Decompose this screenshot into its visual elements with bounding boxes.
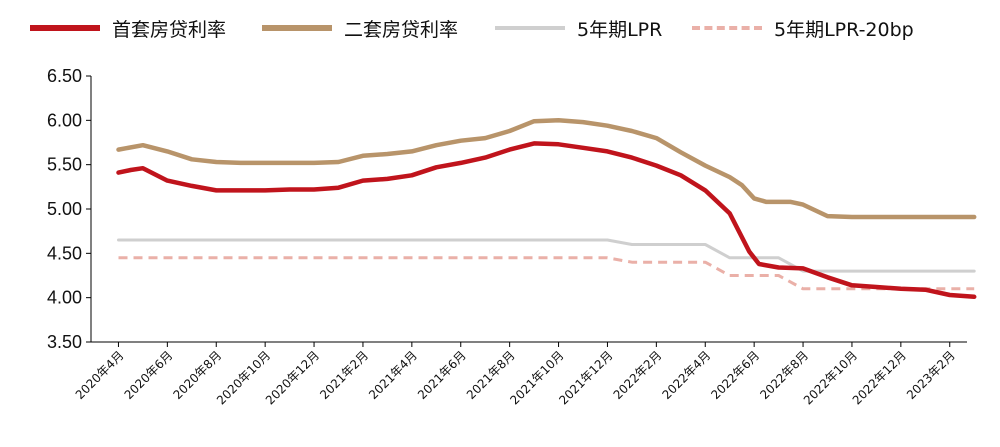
y-tick-label: 6.00 bbox=[47, 110, 82, 130]
legend-label-first-home-rate: 首套房贷利率 bbox=[112, 18, 227, 41]
y-tick-label: 6.50 bbox=[47, 66, 82, 86]
legend: 首套房贷利率 二套房贷利率 5年期LPR 5年期LPR-20bp bbox=[0, 8, 1000, 48]
y-tick-label: 3.50 bbox=[47, 332, 82, 352]
legend-swatch-lpr-5y bbox=[495, 26, 565, 30]
x-tick-label: 2022年2月 bbox=[611, 348, 665, 402]
y-tick-label: 5.50 bbox=[47, 155, 82, 175]
legend-label-lpr-5y: 5年期LPR bbox=[577, 18, 663, 41]
series-line-lpr-5y bbox=[117, 238, 976, 273]
series-line-second-home-rate bbox=[116, 118, 977, 220]
y-tick-label: 4.50 bbox=[47, 243, 82, 263]
series-line-first-home-rate bbox=[116, 141, 977, 300]
x-tick-label: 2022年6月 bbox=[708, 348, 762, 402]
legend-item-second-home-rate: 二套房贷利率 bbox=[262, 8, 458, 48]
series-line-lpr-5y-minus-20bp bbox=[118, 256, 975, 291]
legend-item-lpr-5y-minus-20bp: 5年期LPR-20bp bbox=[692, 8, 914, 48]
y-tick-label: 4.00 bbox=[47, 288, 82, 308]
legend-label-second-home-rate: 二套房贷利率 bbox=[344, 18, 459, 41]
axes: 6.50 6.00 5.50 5.00 4.50 4.00 3.502020年4月2020年… bbox=[47, 66, 967, 407]
y-tick-label: 5.00 bbox=[47, 199, 82, 219]
legend-swatch-second-home-rate bbox=[262, 25, 332, 31]
legend-item-first-home-rate: 首套房贷利率 bbox=[30, 8, 226, 48]
legend-swatch-first-home-rate bbox=[30, 25, 100, 31]
x-tick-label: 2021年2月 bbox=[317, 348, 371, 402]
x-tick-label: 2022年4月 bbox=[659, 348, 713, 402]
x-tick-label: 2020年4月 bbox=[73, 348, 127, 402]
x-tick-label: 2020年6月 bbox=[122, 348, 176, 402]
legend-swatch-lpr-5y-minus-20bp bbox=[692, 26, 762, 30]
x-tick-label: 2021年4月 bbox=[366, 348, 420, 402]
legend-label-lpr-5y-minus-20bp: 5年期LPR-20bp bbox=[774, 18, 914, 41]
series-lines bbox=[116, 118, 977, 300]
x-tick-label: 2021年6月 bbox=[415, 348, 469, 402]
legend-item-lpr-5y: 5年期LPR bbox=[495, 8, 662, 48]
x-tick-label: 2023年2月 bbox=[904, 348, 958, 402]
